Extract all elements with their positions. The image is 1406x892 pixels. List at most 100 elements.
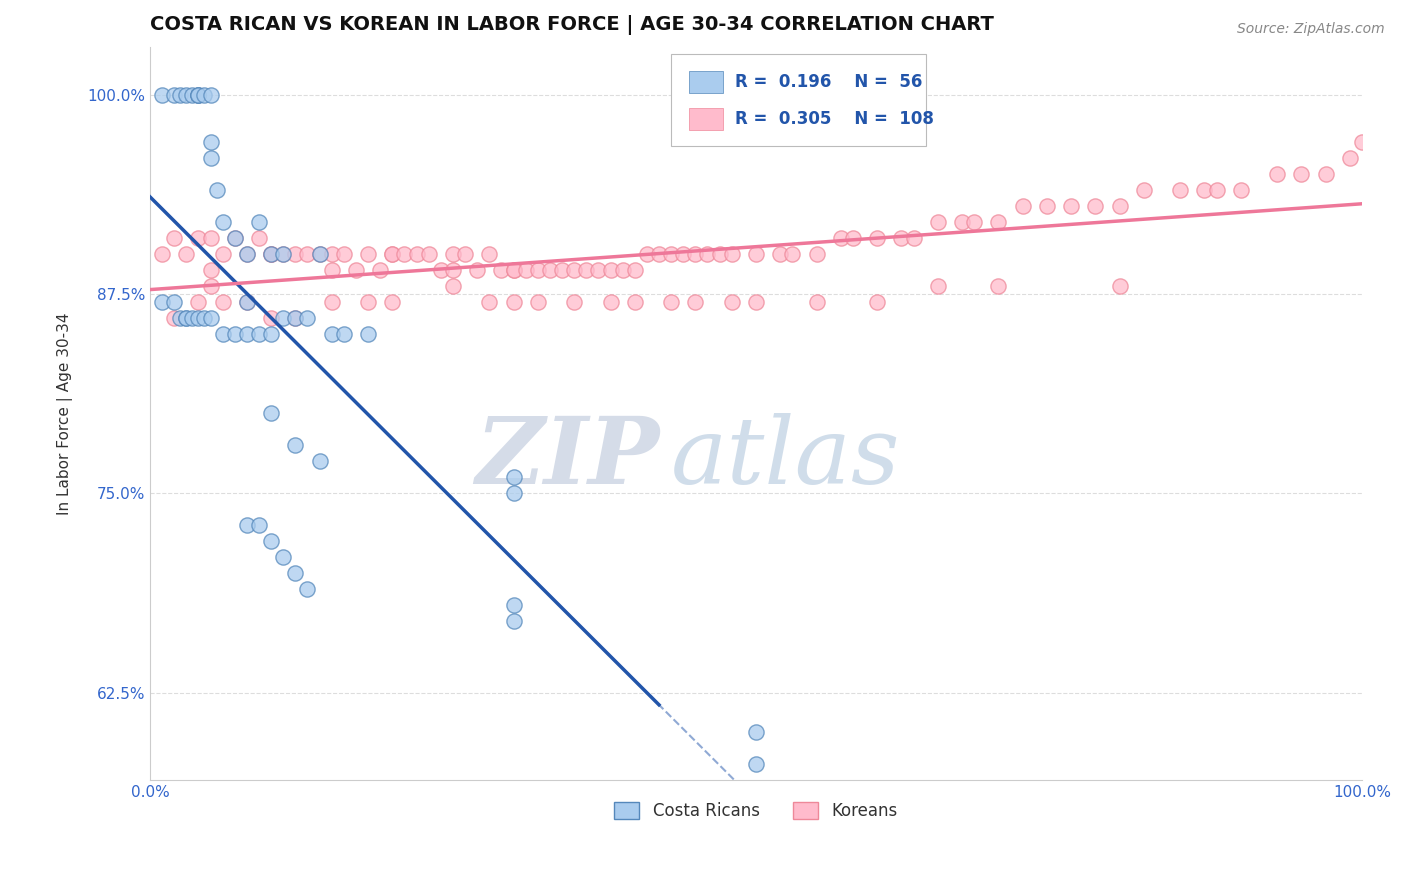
Point [308,454,330,468]
Point [271,247,294,261]
Text: Source: ZipAtlas.com: Source: ZipAtlas.com [1237,22,1385,37]
Point [174,310,197,325]
Point [321,326,343,341]
Point [169,310,191,325]
Point [260,247,283,261]
Point [200,279,222,293]
Point [769,247,792,261]
Point [491,263,513,277]
Point [745,725,768,739]
Point [333,247,356,261]
Point [163,231,186,245]
Point [418,247,440,261]
Point [866,231,889,245]
Text: ZIP: ZIP [475,412,659,502]
Point [174,310,197,325]
Point [200,151,222,165]
Point [271,549,294,564]
Point [193,87,215,102]
Point [224,326,246,341]
Point [394,247,416,261]
Point [187,231,209,245]
Point [562,294,585,309]
Point [538,263,561,277]
Point [648,247,671,261]
Point [344,263,367,277]
Point [842,231,865,245]
Point [297,582,319,596]
Point [260,326,283,341]
Text: atlas: atlas [671,412,901,502]
Point [927,215,949,229]
Point [1133,183,1156,197]
Point [502,470,524,484]
Point [745,757,768,772]
Point [526,294,548,309]
Point [381,247,404,261]
Point [441,263,464,277]
Text: R =  0.196    N =  56: R = 0.196 N = 56 [735,73,922,91]
Point [599,294,621,309]
Point [236,294,259,309]
Point [745,294,768,309]
Point [465,263,488,277]
Point [672,247,695,261]
Point [1229,183,1251,197]
Point [526,263,548,277]
Point [297,247,319,261]
Point [1339,151,1361,165]
Point [502,294,524,309]
Point [987,279,1010,293]
Point [478,247,501,261]
Point [297,310,319,325]
Point [562,263,585,277]
Point [200,231,222,245]
Point [963,215,986,229]
Point [1168,183,1191,197]
FancyBboxPatch shape [671,54,925,145]
Point [333,326,356,341]
Point [224,231,246,245]
Point [1351,136,1374,150]
Point [200,87,222,102]
Point [205,183,228,197]
Point [1036,199,1059,213]
Point [720,294,742,309]
Point [211,247,233,261]
Point [321,247,343,261]
Point [236,518,259,533]
Point [236,247,259,261]
Point [720,247,742,261]
Point [502,486,524,500]
Point [1291,167,1313,181]
Point [927,279,949,293]
Point [174,247,197,261]
Point [623,294,645,309]
Point [782,247,804,261]
Point [187,294,209,309]
Point [405,247,427,261]
Point [709,247,731,261]
Point [478,294,501,309]
FancyBboxPatch shape [689,108,723,129]
Point [211,326,233,341]
Point [636,247,658,261]
Point [1011,199,1033,213]
Point [187,87,209,102]
Point [163,310,186,325]
Point [187,310,209,325]
Legend: Costa Ricans, Koreans: Costa Ricans, Koreans [607,796,904,827]
Point [187,87,209,102]
Point [150,247,173,261]
Point [181,310,204,325]
Point [588,263,610,277]
Point [368,263,391,277]
Point [903,231,925,245]
Point [1084,199,1107,213]
Text: R =  0.305    N =  108: R = 0.305 N = 108 [735,110,934,128]
Point [247,518,270,533]
Point [163,87,186,102]
Point [987,215,1010,229]
Point [685,294,707,309]
Point [1108,199,1130,213]
